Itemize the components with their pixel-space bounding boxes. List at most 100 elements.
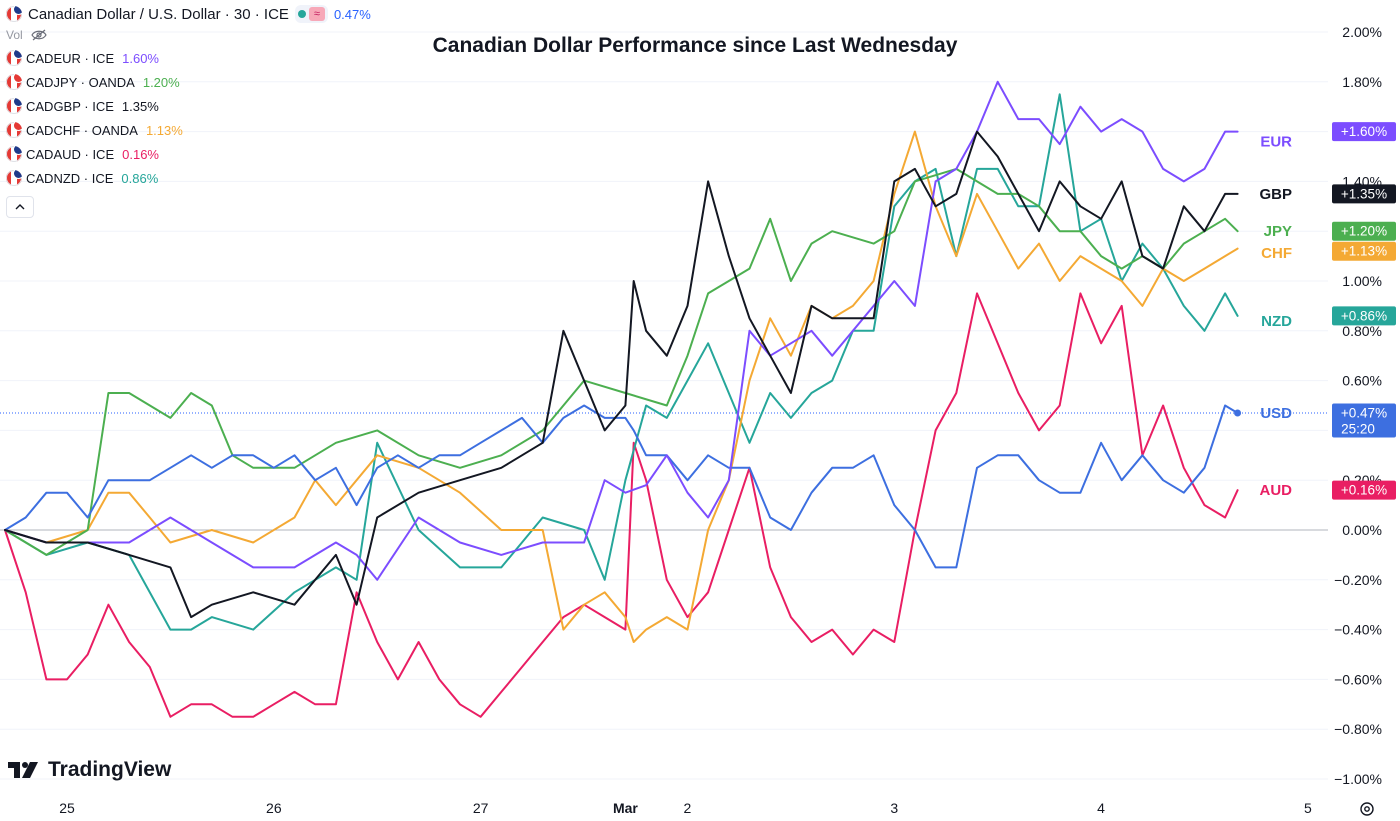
x-tick-label: 25 [59,800,75,816]
compare-symbol-row[interactable]: CADJPY · OANDA 1.20% [6,70,371,94]
y-tick-label: 1.80% [1342,74,1382,90]
series-name-label: NZD [1261,313,1292,330]
series-line-eur [4,80,1239,581]
series-name-label: EUR [1260,134,1292,151]
x-axis-layer: 25 26 27 Mar 2 3 4 5 [59,800,1312,816]
compare-symbol-value: 1.35% [121,98,159,114]
value-badge-text: +1.60% [1341,124,1387,139]
value-badge-text: +0.86% [1341,308,1387,323]
value-badge [1332,241,1396,261]
y-tick-label: −0.60% [1334,671,1382,687]
compare-symbol-name: CADGBP · ICE [26,98,114,114]
currency-flag-icon [6,122,22,138]
legend: Canadian Dollar / U.S. Dollar · 30 · ICE… [6,4,371,218]
compare-symbol-value: 1.60% [122,50,159,66]
volume-row[interactable]: Vol [6,24,371,46]
series-line-gbp [4,130,1239,619]
main-symbol-title: Canadian Dollar / U.S. Dollar · 30 · ICE [28,5,289,23]
series-name-label: GBP [1259,186,1292,203]
y-tick-label: 0.80% [1342,323,1382,339]
compare-symbol-row[interactable]: CADCHF · OANDA 1.13% [6,118,371,142]
compare-symbol-name: CADNZD · ICE [26,170,114,186]
x-tick-label: 3 [890,800,898,816]
series-line-chf [4,130,1239,643]
y-tick-label: 0.60% [1342,373,1382,389]
y-tick-label: 0.00% [1342,522,1382,538]
value-badge-text: +0.16% [1341,483,1387,498]
x-tick-label: 27 [473,800,489,816]
series-layer [4,80,1242,718]
y-tick-label: −0.40% [1334,622,1382,638]
compare-symbol-name: CADJPY · OANDA [26,74,135,90]
compare-symbol-value: 0.16% [122,146,159,162]
series-line-usd [4,404,1239,569]
logo-text: TradingView [48,758,172,781]
compare-symbol-row[interactable]: CADEUR · ICE 1.60% [6,46,371,70]
chevron-up-icon [15,204,25,210]
series-name-label: JPY [1264,223,1292,240]
main-symbol-change: 0.47% [333,6,371,22]
eye-hidden-icon[interactable] [30,29,47,41]
badge-layer: +1.60% +1.35% +1.20% +1.13% +0.86% +0.47%25:2… [1332,122,1396,500]
value-badge [1332,184,1396,204]
legend-collapse-button[interactable] [6,196,34,218]
compare-symbol-value: 1.20% [142,74,180,90]
cad-usd-flag-icon [6,6,22,22]
value-badge-text: +0.47% [1341,405,1387,420]
series-line-jpy [4,167,1239,556]
value-badge [1332,306,1396,326]
y-tick-label: −1.00% [1334,771,1382,787]
compare-symbol-row[interactable]: CADAUD · ICE 0.16% [6,142,371,166]
currency-flag-icon [6,146,22,162]
x-tick-label: 5 [1304,800,1312,816]
tradingview-logo[interactable]: TradingView [8,758,171,782]
volume-label: Vol [6,28,23,42]
series-endpoint-usd [1234,409,1242,417]
value-badge-text: +1.13% [1341,244,1387,259]
compare-symbol-list: CADEUR · ICE 1.60% CADJPY · OANDA 1.20% CADG… [6,46,371,190]
value-badge [1332,221,1396,241]
y-tick-label: −0.20% [1334,572,1382,588]
legend-main-row[interactable]: Canadian Dollar / U.S. Dollar · 30 · ICE… [6,4,371,24]
status-pill[interactable]: ≈ [294,5,328,23]
settings-gear-icon[interactable] [1358,800,1376,818]
x-tick-label: Mar [613,800,638,816]
compare-symbol-name: CADEUR · ICE [26,50,115,66]
currency-flag-icon [6,50,22,66]
y-tick-label: 1.00% [1342,273,1382,289]
value-badge-text: +1.35% [1341,186,1387,201]
compare-symbol-name: CADCHF · OANDA [26,122,138,138]
y-tick-label: −0.80% [1334,721,1382,737]
y-axis-layer: 2.00%1.80%1.40%1.00%0.80%0.60%0.20%0.00%… [1334,24,1382,787]
value-badge [1332,403,1396,438]
value-badge [1332,122,1396,142]
currency-flag-icon [6,74,22,90]
x-tick-label: 2 [684,800,692,816]
compare-symbol-value: 0.86% [121,170,159,186]
compare-symbol-row[interactable]: CADGBP · ICE 1.35% [6,94,371,118]
chart-title: Canadian Dollar Performance since Last W… [432,34,958,57]
compare-symbol-value: 1.13% [145,122,183,138]
currency-flag-icon [6,98,22,114]
series-name-label: AUD [1260,482,1293,499]
compare-symbol-row[interactable]: CADNZD · ICE 0.86% [6,166,371,190]
tradingview-logo-icon [8,762,38,778]
x-tick-label: 4 [1097,800,1105,816]
value-badge [1332,480,1396,500]
currency-flag-icon [6,170,22,186]
grid-layer [0,31,1328,780]
series-name-label: USD [1260,405,1292,422]
value-badge-countdown: 25:20 [1341,421,1375,436]
compare-symbol-name: CADAUD · ICE [26,146,115,162]
series-label-layer: EUR GBP JPY CHF NZD USD AUD [1259,134,1292,500]
series-line-aud [4,292,1239,718]
wave-icon: ≈ [308,7,325,21]
series-line-nzd [4,93,1239,631]
series-name-label: CHF [1261,245,1292,262]
x-tick-label: 26 [266,800,282,816]
market-status-icon [297,10,306,18]
y-tick-label: 2.00% [1342,24,1382,40]
value-badge-text: +1.20% [1341,224,1387,239]
